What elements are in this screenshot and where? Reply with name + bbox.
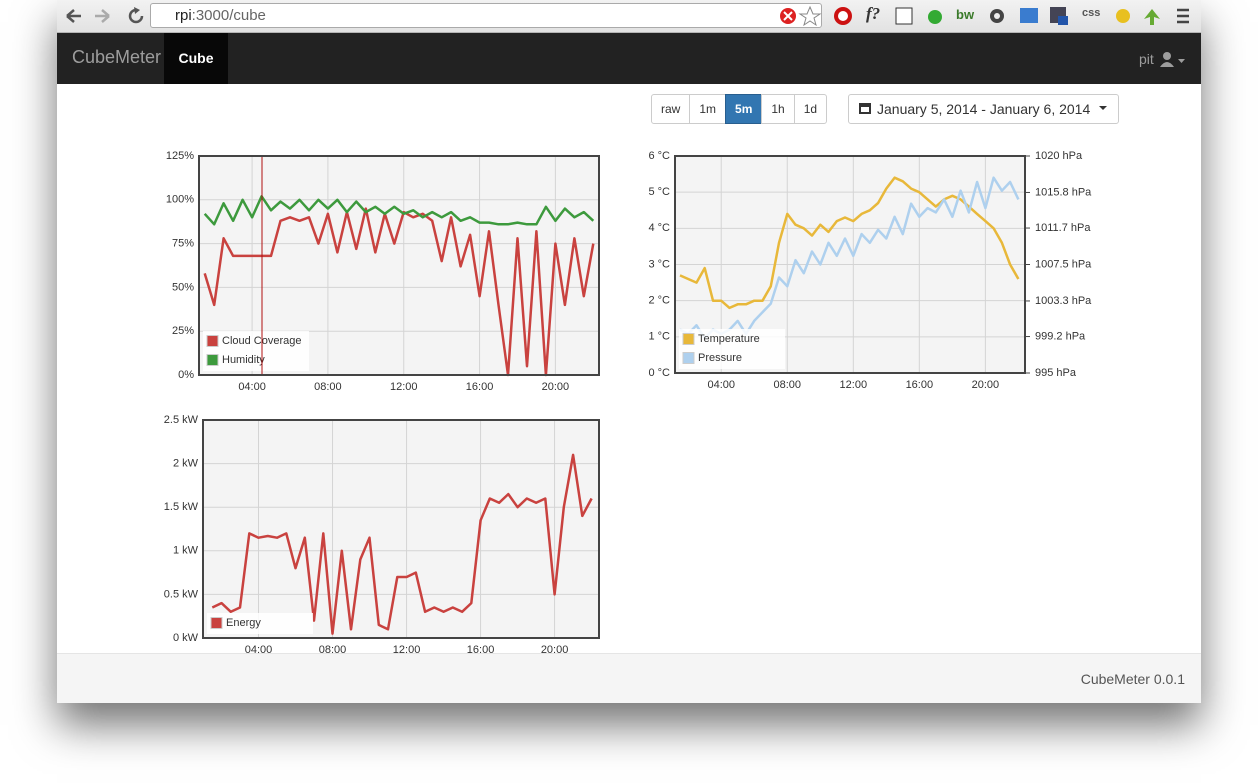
- series-line: [679, 176, 1020, 310]
- url-host: rpi: [175, 7, 192, 24]
- legend-label: Energy: [226, 617, 261, 629]
- y-tick-label: 2 kW: [173, 458, 199, 470]
- x-tick-label: 04:00: [707, 379, 735, 391]
- y-tick-label: 0.5 kW: [164, 588, 199, 600]
- y2-tick-label: 1020 hPa: [1035, 150, 1083, 162]
- y-tick-label: 1 °C: [648, 331, 670, 343]
- y-tick-label: 4 °C: [648, 222, 670, 234]
- legend-label: Temperature: [698, 333, 760, 345]
- y2-tick-label: 1015.8 hPa: [1035, 186, 1092, 198]
- extension-label[interactable]: f?: [866, 4, 881, 23]
- x-tick-label: 04:00: [238, 381, 266, 393]
- y-tick-label: 25%: [172, 325, 194, 337]
- y-tick-label: 50%: [172, 281, 194, 293]
- y2-tick-label: 1011.7 hPa: [1035, 222, 1091, 234]
- y-tick-label: 6 °C: [648, 150, 670, 162]
- y-tick-label: 0 °C: [648, 367, 670, 379]
- legend-box: [207, 613, 313, 634]
- legend-box: [679, 329, 785, 369]
- x-tick-label: 20:00: [972, 379, 1000, 391]
- range-button[interactable]: raw: [651, 94, 691, 124]
- range-button[interactable]: 1d: [793, 94, 828, 124]
- legend-label: Pressure: [698, 352, 742, 364]
- nav-tab[interactable]: Cube: [164, 33, 228, 84]
- y-tick-label: 3 °C: [648, 258, 670, 270]
- x-tick-label: 08:00: [773, 379, 801, 391]
- legend-box: [203, 331, 309, 371]
- extension-icons: [780, 5, 1189, 27]
- y2-tick-label: 1003.3 hPa: [1035, 295, 1092, 307]
- range-button[interactable]: 1h: [761, 94, 795, 124]
- date-range-button[interactable]: January 5, 2014 - January 6, 2014: [848, 94, 1119, 124]
- x-tick-label: 16:00: [906, 379, 934, 391]
- plot-border: [198, 155, 600, 376]
- navbar: [57, 33, 1201, 84]
- y-tick-label: 100%: [166, 194, 194, 206]
- y-tick-label: 5 °C: [648, 186, 670, 198]
- y-tick-label: 1.5 kW: [164, 501, 199, 513]
- url-path: :3000/cube: [191, 7, 266, 24]
- y2-tick-label: 1007.5 hPa: [1035, 258, 1092, 270]
- range-button[interactable]: 5m: [725, 94, 763, 124]
- y2-tick-label: 999.2 hPa: [1035, 330, 1086, 342]
- series-line: [211, 453, 593, 635]
- user-icon[interactable]: [1160, 51, 1188, 67]
- series-line: [679, 176, 1020, 340]
- caret: [1099, 106, 1107, 110]
- brand[interactable]: CubeMeter: [72, 47, 162, 67]
- x-tick-label: 20:00: [542, 381, 570, 393]
- legend-swatch: [682, 333, 695, 345]
- y-tick-label: 0%: [178, 369, 194, 381]
- calendar-icon: [859, 103, 871, 114]
- legend-swatch: [210, 617, 223, 629]
- x-tick-label: 04:00: [245, 644, 273, 656]
- y2-tick-label: 995 hPa: [1035, 367, 1077, 379]
- series-line: [203, 207, 595, 377]
- x-tick-label: 16:00: [467, 644, 495, 656]
- x-tick-label: 20:00: [541, 644, 569, 656]
- x-tick-label: 08:00: [319, 644, 347, 656]
- x-tick-label: 12:00: [393, 644, 421, 656]
- address-bar[interactable]: rpi:3000/cube: [150, 3, 822, 28]
- x-tick-label: 16:00: [466, 381, 494, 393]
- footer: CubeMeter 0.0.1: [57, 653, 1201, 703]
- extension-label[interactable]: css: [1082, 7, 1101, 19]
- plot-border: [674, 155, 1026, 374]
- y-tick-label: 2 °C: [648, 295, 670, 307]
- y-tick-label: 125%: [166, 150, 194, 162]
- legend-label: Humidity: [222, 354, 265, 366]
- footer-text: CubeMeter 0.0.1: [1080, 671, 1185, 687]
- date-range: January 5, 2014 - January 6, 2014: [877, 101, 1091, 117]
- y-tick-label: 2.5 kW: [164, 414, 199, 426]
- user-menu[interactable]: pit: [1139, 51, 1154, 67]
- legend-swatch: [682, 352, 695, 364]
- plot-border: [202, 419, 600, 639]
- nav-buttons[interactable]: [65, 6, 145, 26]
- x-tick-label: 12:00: [390, 381, 418, 393]
- plot-background: [203, 420, 599, 638]
- extension-label[interactable]: bw: [956, 7, 975, 22]
- legend-swatch: [206, 335, 219, 347]
- y-tick-label: 0 kW: [173, 632, 199, 644]
- range-buttons: raw 1m 5m 1h 1d: [651, 94, 828, 124]
- y-tick-label: 75%: [172, 238, 194, 250]
- range-button[interactable]: 1m: [689, 94, 727, 124]
- series-line: [203, 195, 595, 226]
- y-tick-label: 1 kW: [173, 545, 199, 557]
- x-tick-label: 08:00: [314, 381, 342, 393]
- legend-swatch: [206, 354, 219, 366]
- x-tick-label: 12:00: [840, 379, 868, 391]
